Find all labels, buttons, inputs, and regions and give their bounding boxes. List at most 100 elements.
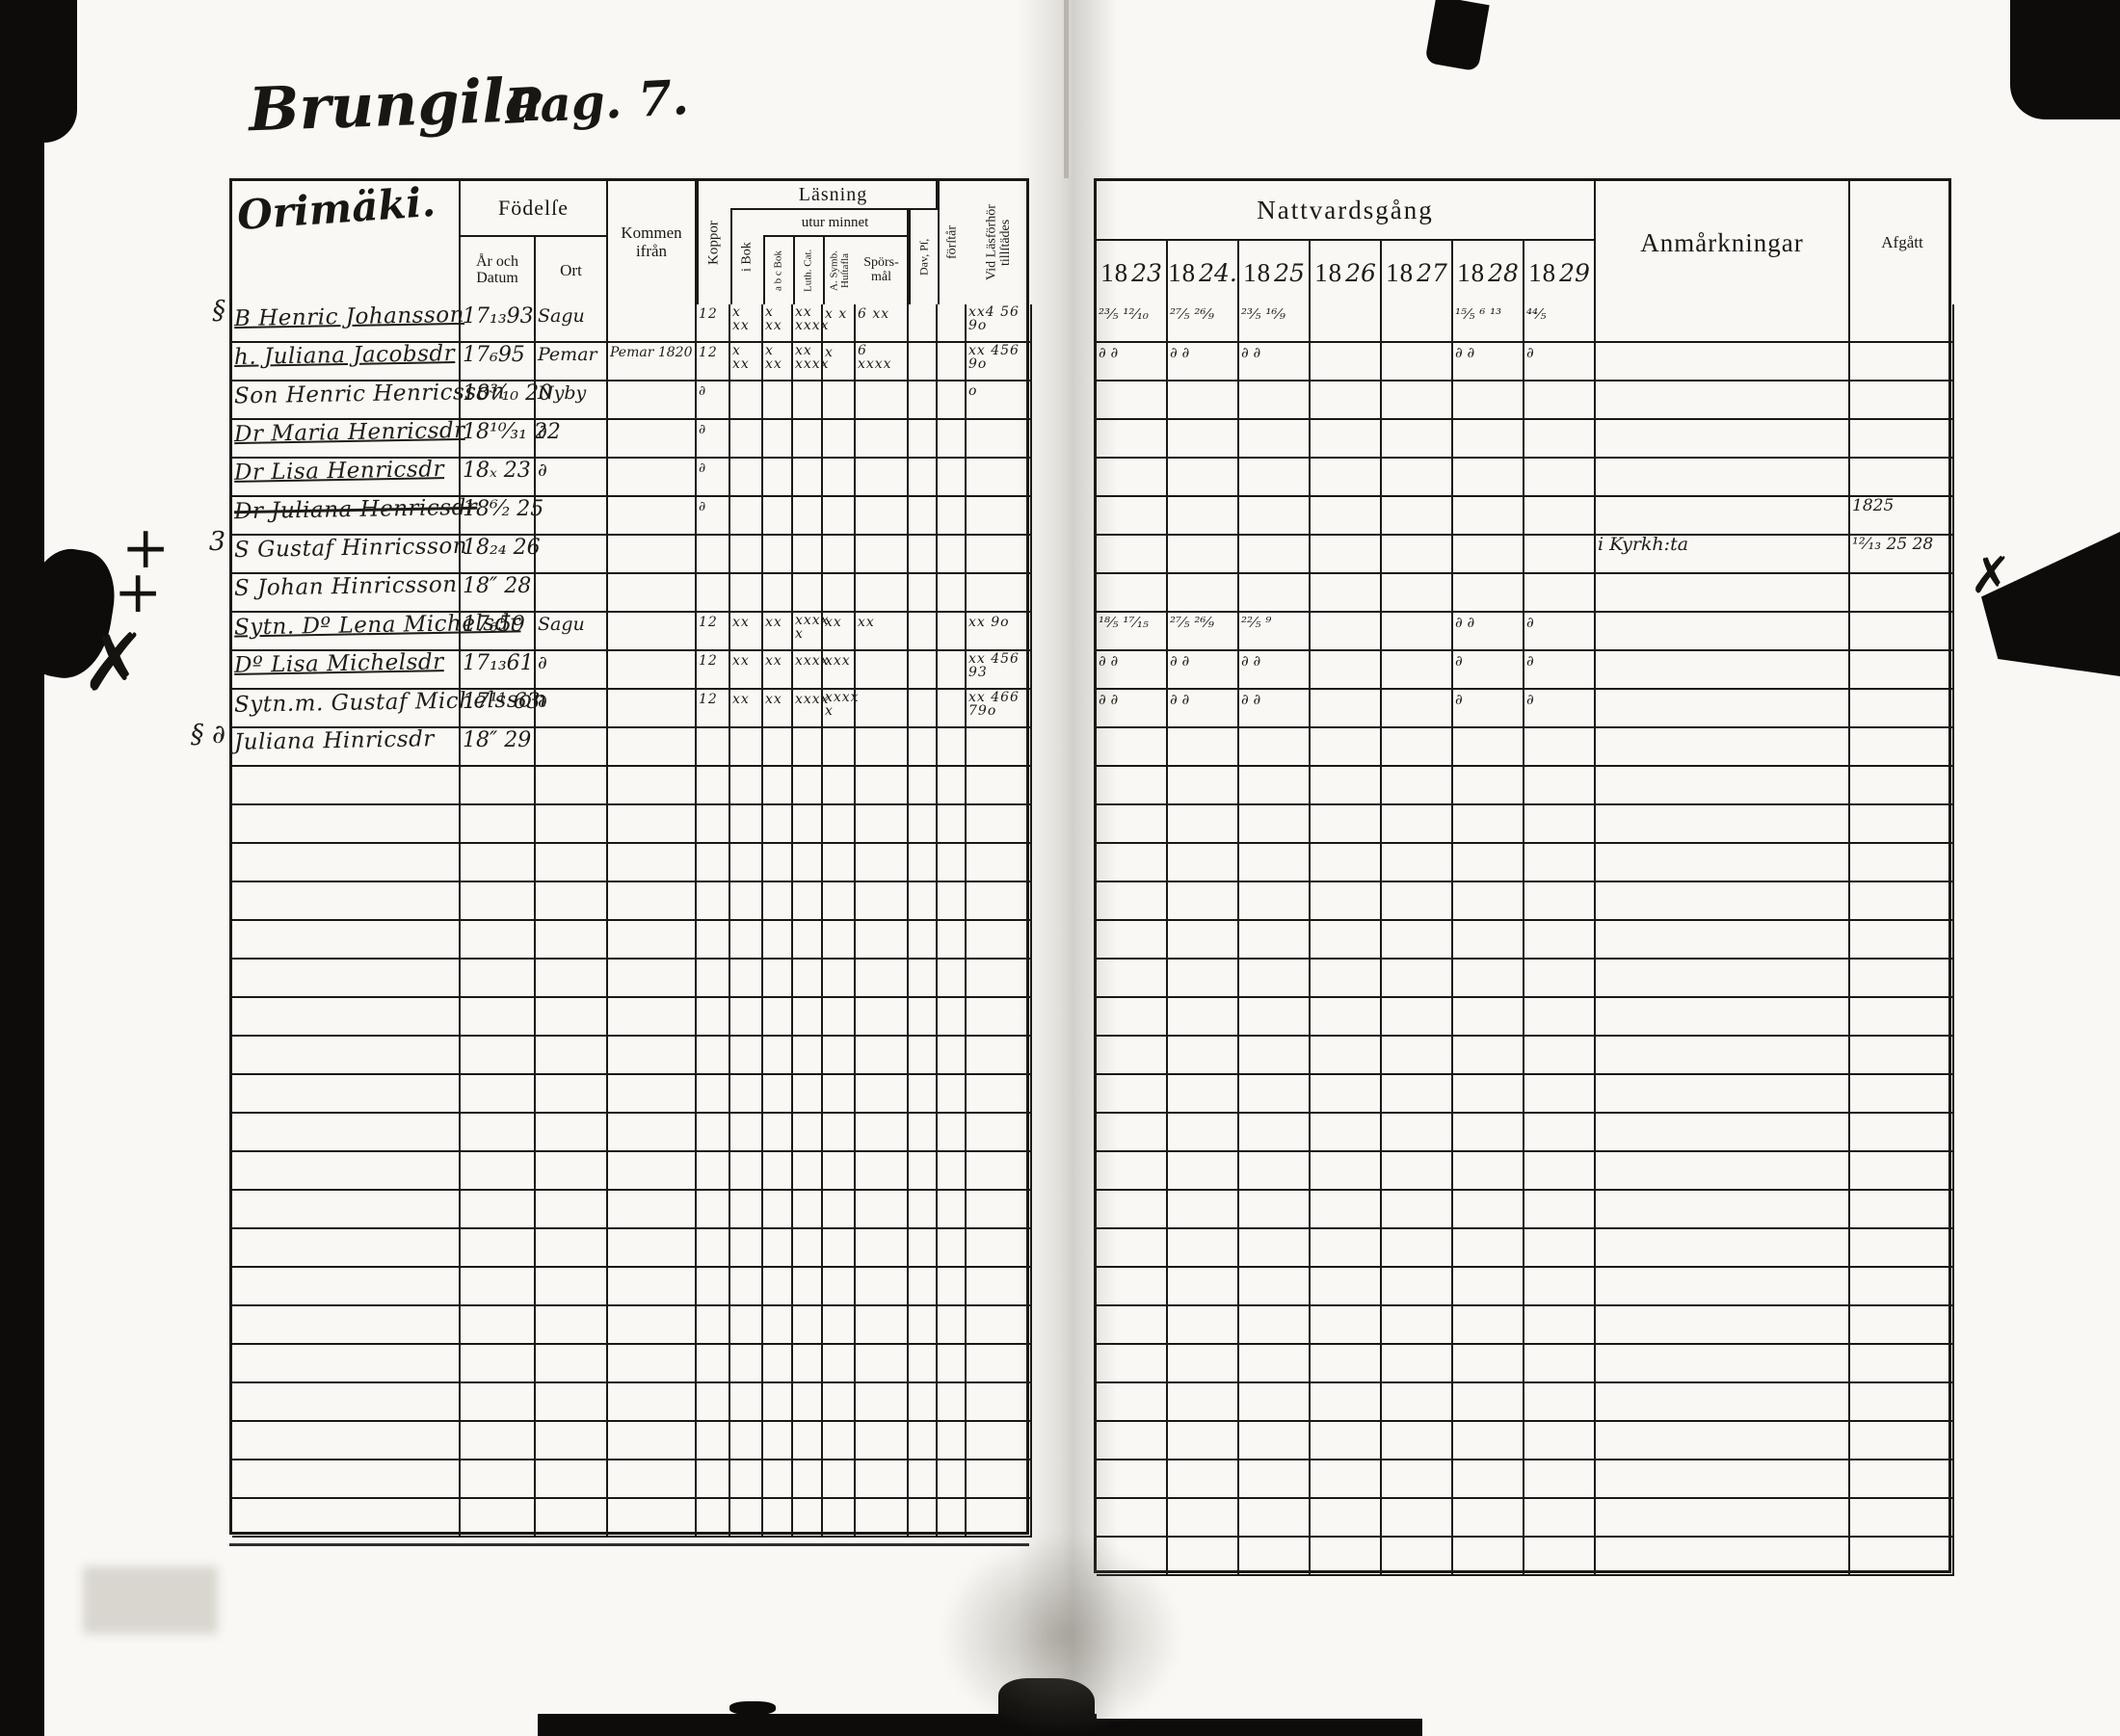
cell: [1239, 998, 1311, 1037]
header-kommen-ifran: Kommen ifrån: [608, 181, 697, 304]
cell: [1850, 1345, 1954, 1383]
cell: [1850, 1538, 1954, 1576]
cell: ∂ ∂: [1239, 343, 1311, 381]
cell: [967, 767, 1032, 805]
cell: [536, 497, 608, 536]
cell: [967, 497, 1032, 536]
cell: [938, 690, 967, 728]
cell: [793, 574, 823, 613]
cell: [1382, 497, 1453, 536]
cell: [1239, 1383, 1311, 1422]
cell: [1168, 574, 1239, 613]
cell: Sagu: [536, 613, 608, 651]
cell: [608, 420, 697, 459]
cell: [763, 805, 793, 844]
cell: ∂: [1453, 690, 1524, 728]
cell: [909, 497, 938, 536]
vid: xx4 56 9o: [968, 304, 1025, 333]
cell: [823, 728, 856, 767]
cell: [763, 1460, 793, 1499]
cell: [1382, 1075, 1453, 1114]
cell: [1596, 1422, 1850, 1460]
scan-right-top-blob: [2010, 0, 2120, 119]
page-gutter-shadow: [1018, 0, 1118, 1736]
cell: [793, 1037, 823, 1075]
cell: [967, 1383, 1032, 1422]
cell: [1311, 1229, 1382, 1268]
cell: [909, 805, 938, 844]
cell: [938, 1383, 967, 1422]
cell: ∂: [1524, 613, 1596, 651]
cell: [967, 459, 1032, 497]
cell: [938, 805, 967, 844]
cell: [697, 1460, 730, 1499]
cell: ¹⁸⁄₅ ¹⁷⁄₁₅: [1097, 613, 1168, 651]
cell: [856, 882, 909, 921]
cell: [1382, 998, 1453, 1037]
cell: [909, 1345, 938, 1383]
cell: [1311, 651, 1382, 690]
cell: [461, 1499, 536, 1538]
luth: xx xxxx: [795, 343, 830, 372]
cell: [536, 728, 608, 767]
header-nattvardsgang: Nattvardsgång: [1097, 181, 1596, 241]
cell: [793, 960, 823, 998]
cell: [763, 536, 793, 574]
cell: [763, 1075, 793, 1114]
cell: [823, 1268, 856, 1306]
cell: [856, 728, 909, 767]
cell: [856, 1075, 909, 1114]
year-written-suffix: 26: [1345, 258, 1376, 287]
cell: [1524, 1114, 1596, 1152]
cell: [1382, 728, 1453, 767]
name: Dr Lisa Henricsdr: [233, 457, 445, 486]
ibok: xx: [732, 653, 750, 669]
cell: [823, 805, 856, 844]
symb: xxx: [825, 653, 851, 669]
cell: [1596, 1152, 1850, 1191]
cell: [1524, 1345, 1596, 1383]
cell: [1382, 1345, 1453, 1383]
cell: [763, 497, 793, 536]
cell: [909, 381, 938, 420]
cell: [938, 882, 967, 921]
header-ort: Ort: [536, 237, 608, 304]
cell: [1382, 304, 1453, 343]
cell: [1311, 1268, 1382, 1306]
header-vid-lasforhor: Vid Läsförhör tillſtädes: [984, 204, 1013, 281]
cell: [1311, 1345, 1382, 1383]
cell: ²²⁄₅ ⁹: [1239, 613, 1311, 651]
cell: [1850, 1191, 1954, 1229]
name: h. Juliana Jacobsdr: [233, 341, 456, 370]
cell: xx 9o: [967, 613, 1032, 651]
cell: [232, 1499, 461, 1538]
cell: [461, 1114, 536, 1152]
cell: [823, 1460, 856, 1499]
cell: 17₁₃61: [461, 651, 536, 690]
cell: [793, 805, 823, 844]
cell: [730, 574, 763, 613]
cell: [232, 844, 461, 882]
cell: 17₆59: [461, 613, 536, 651]
cell: [461, 960, 536, 998]
year-header: 18 28: [1453, 241, 1524, 304]
cell: [1596, 805, 1850, 844]
cell: [793, 921, 823, 960]
cell: [909, 1152, 938, 1191]
cell: [461, 998, 536, 1037]
cell: 6 xx: [856, 304, 909, 343]
cell: [730, 882, 763, 921]
cell: [823, 381, 856, 420]
cell: [1596, 1345, 1850, 1383]
cell: [938, 1422, 967, 1460]
cell: [1596, 1268, 1850, 1306]
cell: [1453, 1460, 1524, 1499]
cell: [1850, 1460, 1954, 1499]
cell: [763, 1114, 793, 1152]
communion-mark: ∂ ∂: [1241, 344, 1261, 361]
cell: [1097, 536, 1168, 574]
cell: [1311, 690, 1382, 728]
cell: [1168, 1075, 1239, 1114]
cell: Pemar 1820: [608, 343, 697, 381]
